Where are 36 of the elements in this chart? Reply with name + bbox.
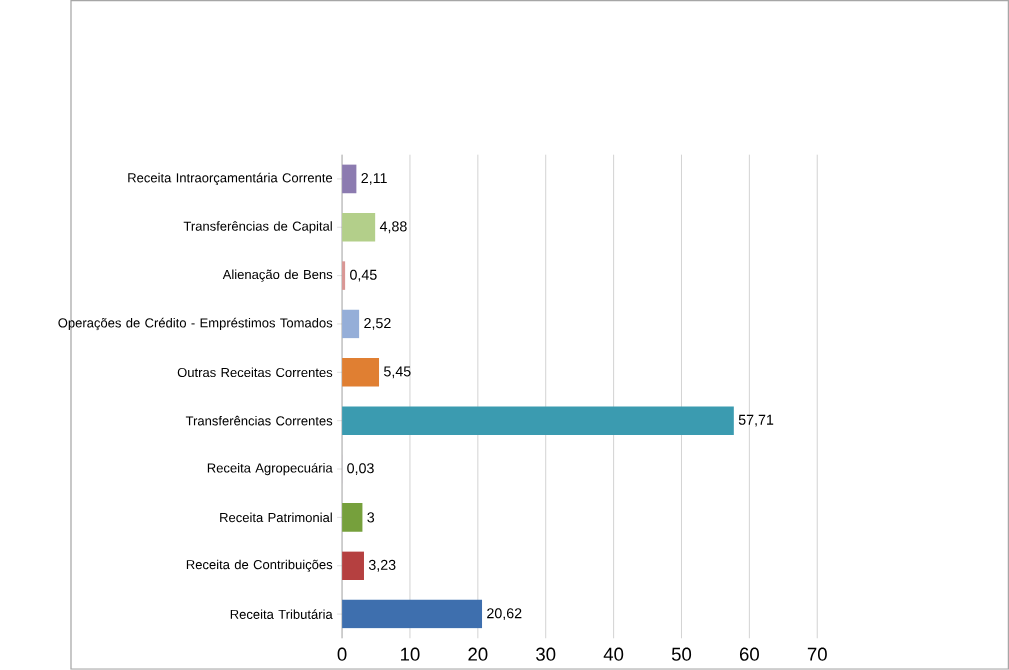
data-label: 4,88 bbox=[379, 221, 407, 234]
y-tick-label: Operações de Crédito - Empréstimos Tomados bbox=[58, 317, 333, 331]
data-label: 3,23 bbox=[368, 559, 396, 572]
y-tick-label: Receita Agropecuária bbox=[207, 462, 333, 476]
data-label: 57,71 bbox=[738, 414, 774, 427]
y-tick-label: Transferências de Capital bbox=[183, 221, 332, 234]
data-label: 2,11 bbox=[361, 173, 387, 185]
x-tick-label: 40 bbox=[603, 647, 624, 661]
x-tick-label: 70 bbox=[807, 647, 827, 661]
bar bbox=[342, 358, 380, 387]
bar bbox=[342, 406, 734, 435]
x-tick-label: 30 bbox=[536, 647, 556, 661]
x-tick-label: 20 bbox=[468, 647, 488, 661]
y-tick-label: Alienação de Bens bbox=[222, 269, 333, 282]
bar bbox=[342, 213, 376, 242]
y-tick-label: Receita Intraorçamentária Corrente bbox=[128, 172, 333, 186]
bar bbox=[342, 309, 360, 339]
x-tick-label: 60 bbox=[739, 647, 759, 661]
y-tick-label: Transferências Correntes bbox=[185, 415, 333, 426]
data-label: 0,45 bbox=[350, 269, 377, 282]
y-tick-label: Receita Patrimonial bbox=[220, 512, 332, 523]
y-tick-label: Receita Tributária bbox=[230, 609, 333, 620]
x-tick-label: 10 bbox=[401, 647, 420, 661]
bar bbox=[342, 261, 346, 290]
x-tick-label: 0 bbox=[337, 647, 347, 661]
bar bbox=[342, 551, 364, 581]
data-label: 3 bbox=[367, 512, 375, 523]
bar bbox=[342, 599, 483, 629]
data-label: 5,45 bbox=[384, 366, 411, 379]
bar bbox=[342, 503, 363, 532]
data-label: 2,52 bbox=[364, 318, 391, 330]
data-label: 0,03 bbox=[347, 463, 374, 475]
y-tick-label: Outras Receitas Correntes bbox=[177, 367, 333, 378]
x-tick-label: 50 bbox=[671, 647, 692, 661]
data-label: 20,62 bbox=[487, 608, 522, 621]
y-tick-label: Receita de Contribuições bbox=[186, 559, 333, 572]
